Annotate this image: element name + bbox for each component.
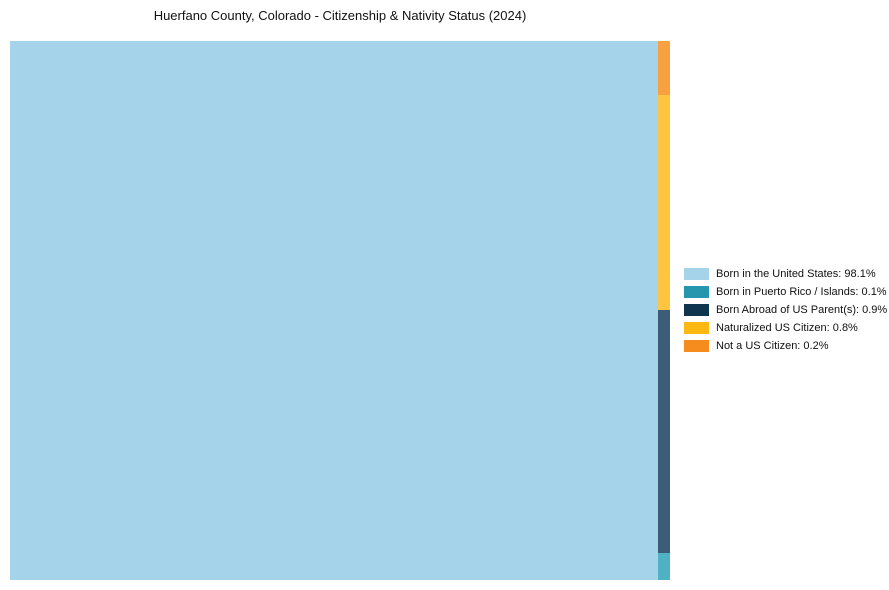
treemap-rect-born-in-us: [10, 41, 658, 580]
legend-label: Born in the United States: 98.1%: [716, 268, 876, 280]
legend-swatch-born-abroad-us-parents: [684, 304, 709, 316]
legend-label: Born Abroad of US Parent(s): 0.9%: [716, 304, 888, 316]
treemap-rect-born-abroad-us-parents: [657, 310, 670, 554]
treemap-rect-born-puerto-rico-islands: [657, 553, 670, 581]
legend-item-born-puerto-rico-islands: Born in Puerto Rico / Islands: 0.1%: [684, 283, 887, 301]
legend-swatch-born-puerto-rico-islands: [684, 286, 709, 298]
legend-item-not-a-us-citizen: Not a US Citizen: 0.2%: [684, 337, 887, 355]
legend-swatch-naturalized-us-citizen: [684, 322, 709, 334]
legend-swatch-not-a-us-citizen: [684, 340, 709, 352]
legend-label: Not a US Citizen: 0.2%: [716, 340, 829, 352]
legend-item-born-in-us: Born in the United States: 98.1%: [684, 265, 887, 283]
chart-title: Huerfano County, Colorado - Citizenship …: [153, 8, 527, 23]
treemap-rect-naturalized-us-citizen: [657, 94, 670, 311]
legend-label: Born in Puerto Rico / Islands: 0.1%: [716, 286, 887, 298]
legend-label: Naturalized US Citizen: 0.8%: [716, 322, 858, 334]
treemap: [10, 41, 670, 581]
legend-swatch-born-in-us: [684, 268, 709, 280]
legend-item-naturalized-us-citizen: Naturalized US Citizen: 0.8%: [684, 319, 887, 337]
legend-item-born-abroad-us-parents: Born Abroad of US Parent(s): 0.9%: [684, 301, 887, 319]
treemap-rect-not-a-us-citizen: [657, 41, 670, 95]
treemap-strip: [657, 41, 670, 581]
legend: Born in the United States: 98.1% Born in…: [684, 265, 887, 355]
